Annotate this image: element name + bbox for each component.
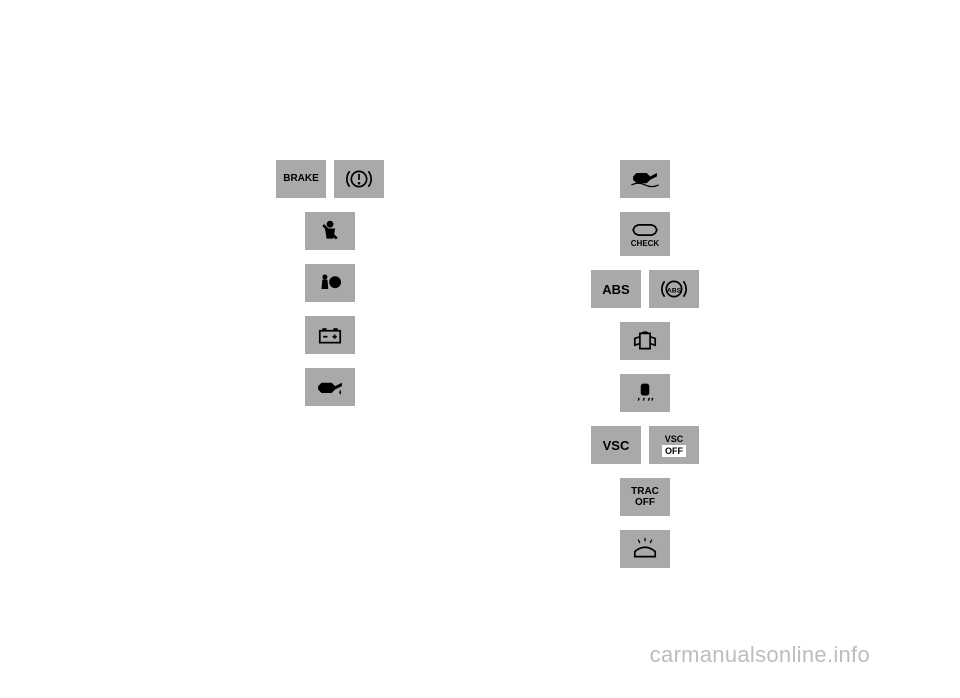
battery-icon [313, 321, 347, 349]
trac-off-row: TRAC OFF [620, 478, 670, 516]
brake-text-badge: BRAKE [276, 160, 326, 198]
oil-level-icon [628, 165, 662, 193]
check-engine-row: CHECK [620, 212, 670, 256]
slip-row [620, 374, 670, 412]
washer-fluid-icon [628, 535, 662, 563]
battery-row [305, 316, 355, 354]
battery-badge [305, 316, 355, 354]
indicator-grid: BRAKE [0, 160, 960, 582]
abs-row: ABS ABS [591, 270, 699, 308]
trac-off-badge: TRAC OFF [620, 478, 670, 516]
airbag-row [305, 264, 355, 302]
airbag-icon [313, 269, 347, 297]
door-open-icon [628, 327, 662, 355]
abs-symbol-badge: ABS [649, 270, 699, 308]
svg-text:ABS: ABS [667, 287, 682, 294]
vsc-row: VSC VSC OFF [591, 426, 699, 464]
vsc-off-badge: VSC OFF [649, 426, 699, 464]
brake-label: BRAKE [283, 174, 319, 184]
slip-badge [620, 374, 670, 412]
vsc-text-badge: VSC [591, 426, 641, 464]
left-column: BRAKE [245, 160, 415, 582]
check-engine-badge: CHECK [620, 212, 670, 256]
door-open-badge [620, 322, 670, 360]
oil-can-icon [313, 373, 347, 401]
engine-icon [628, 221, 662, 239]
airbag-badge [305, 264, 355, 302]
abs-text-badge: ABS [591, 270, 641, 308]
abs-label: ABS [602, 283, 629, 296]
vsc-small-label: VSC [665, 434, 684, 444]
oil-level-badge [620, 160, 670, 198]
watermark-text: carmanualsonline.info [650, 642, 870, 668]
washer-badge [620, 530, 670, 568]
vsc-label: VSC [603, 439, 630, 452]
check-label: CHECK [631, 240, 659, 248]
seatbelt-icon [313, 217, 347, 245]
brake-symbol-badge [334, 160, 384, 198]
abs-icon: ABS [657, 275, 691, 303]
brake-row: BRAKE [276, 160, 384, 198]
right-column: CHECK ABS ABS [555, 160, 735, 582]
oil-pressure-row [305, 368, 355, 406]
vsc-off-label: OFF [662, 445, 686, 457]
trac-off-label: TRAC OFF [631, 486, 659, 508]
washer-row [620, 530, 670, 568]
seatbelt-row [305, 212, 355, 250]
seatbelt-badge [305, 212, 355, 250]
brake-warning-icon [342, 165, 376, 193]
slip-icon [628, 379, 662, 407]
oil-pressure-badge [305, 368, 355, 406]
door-open-row [620, 322, 670, 360]
oil-level-row [620, 160, 670, 198]
